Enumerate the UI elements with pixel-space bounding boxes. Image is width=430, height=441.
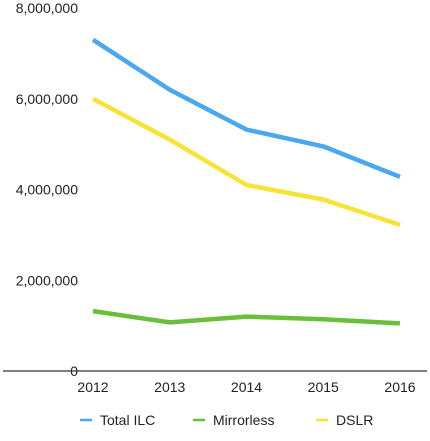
legend-label-mirrorless: Mirrorless: [213, 412, 274, 428]
x-axis: 2012 2013 2014 2015 2016: [3, 370, 427, 395]
y-tick-label: 6,000,000: [16, 91, 78, 107]
series-line-dslr: [91, 96, 401, 228]
x-tick-label: 2014: [231, 379, 262, 395]
x-tick-label: 2016: [384, 379, 415, 395]
legend-label-total-ilc: Total ILC: [100, 412, 155, 428]
series-line-mirrorless: [92, 308, 401, 326]
y-tick-label: 4,000,000: [16, 182, 78, 198]
legend: Total ILC Mirrorless DSLR: [80, 412, 373, 428]
y-tick-label: 2,000,000: [16, 272, 78, 288]
x-tick-label: 2012: [77, 379, 108, 395]
series-line-total-ilc: [91, 37, 401, 179]
series-lines: [91, 37, 401, 326]
y-tick-label: 8,000,000: [16, 0, 78, 16]
x-tick-label: 2015: [308, 379, 339, 395]
legend-label-dslr: DSLR: [336, 412, 373, 428]
x-tick-label: 2013: [154, 379, 185, 395]
